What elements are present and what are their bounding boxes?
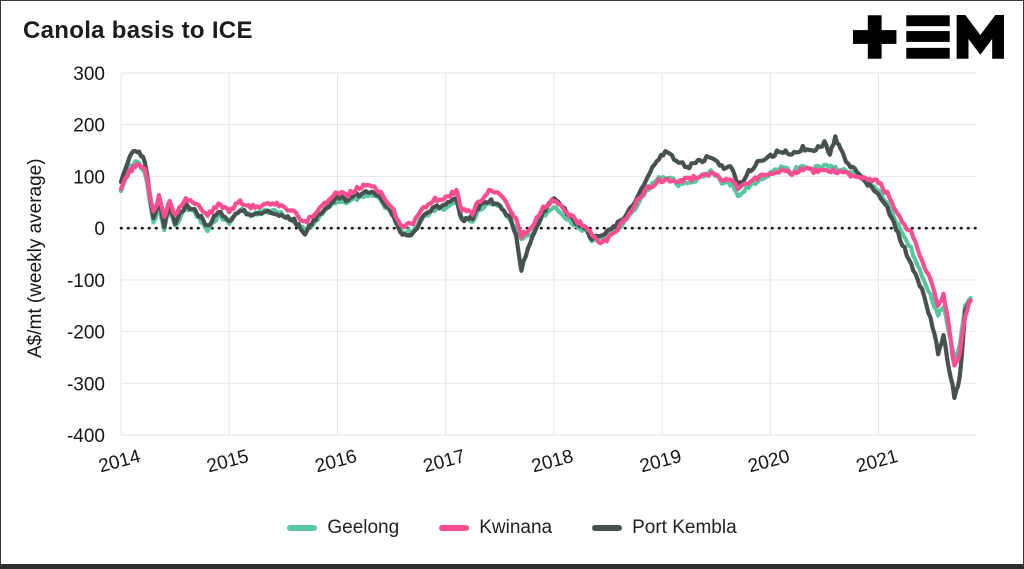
legend-swatch-kwinana: [439, 525, 470, 531]
x-tick-label: 2015: [205, 446, 251, 477]
x-tick-label: 2017: [421, 446, 467, 477]
y-tick-label: 0: [94, 219, 105, 240]
y-tick-label: 200: [73, 116, 105, 137]
legend-label-geelong: Geelong: [327, 517, 400, 538]
x-tick-label: 2014: [96, 446, 143, 477]
series-line-port-kembla: [118, 134, 973, 401]
y-tick-label: -300: [67, 374, 105, 395]
legend-item-geelong: Geelong: [287, 517, 399, 539]
legend-label-kwinana: Kwinana: [479, 517, 553, 538]
x-tick-label: 2019: [638, 446, 684, 477]
y-tick-label: -100: [67, 271, 105, 292]
chart-legend: Geelong Kwinana Port Kembla: [1, 517, 1023, 539]
x-tick-label: 2018: [529, 446, 575, 477]
legend-item-kwinana: Kwinana: [439, 517, 552, 539]
tem-logo-icon: [853, 15, 1005, 59]
x-tick-label: 2020: [746, 446, 792, 477]
y-tick-label: 300: [73, 64, 105, 85]
y-tick-label: -400: [67, 426, 105, 447]
y-tick-label: 100: [73, 167, 105, 188]
legend-swatch-port-kembla: [592, 525, 623, 531]
legend-swatch-geelong: [287, 525, 318, 531]
series-line-geelong: [118, 159, 973, 360]
series-line-kwinana: [118, 161, 973, 368]
legend-item-port-kembla: Port Kembla: [592, 517, 737, 539]
chart-title: Canola basis to ICE: [23, 17, 253, 44]
y-tick-label: -200: [67, 323, 105, 344]
x-tick-label: 2016: [313, 446, 359, 477]
x-tick-label: 2021: [854, 446, 900, 477]
legend-label-port-kembla: Port Kembla: [632, 517, 737, 538]
